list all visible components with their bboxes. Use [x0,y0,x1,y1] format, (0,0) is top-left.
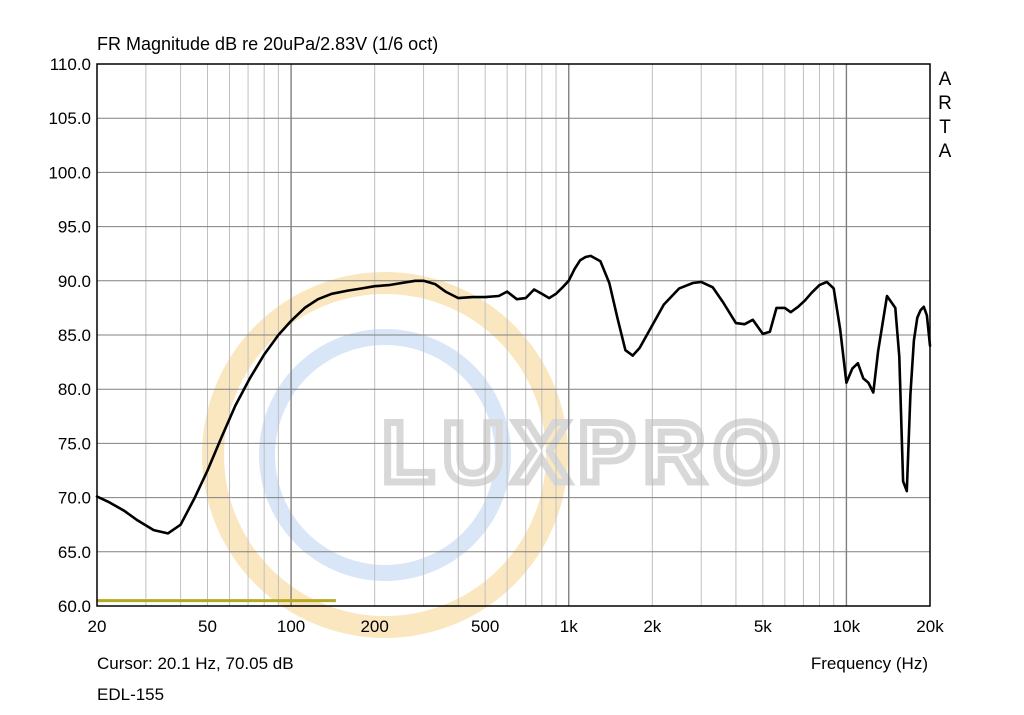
x-tick-label: 500 [471,617,499,636]
cursor-readout: Cursor: 20.1 Hz, 70.05 dB [97,654,294,673]
watermark-ring-inner [259,329,511,581]
y-tick-label: 80.0 [58,380,91,399]
x-tick-label: 50 [198,617,217,636]
y-tick-label: 95.0 [58,218,91,237]
tick-labels: 60.0 65.0 70.0 75.0 80.0 85.0 90.0 95.0 100.0 105… [48,55,944,636]
series-line-0 [95,254,932,535]
brand-vertical-label: A R T A [936,68,954,164]
y-tick-label: 75.0 [58,434,91,453]
x-axis-label: Frequency (Hz) [810,654,928,673]
y-tick-label: 90.0 [58,272,91,291]
x-tick-label: 10k [833,617,861,636]
x-tick-label: 200 [360,617,388,636]
x-tick-label: 5k [754,617,772,636]
watermark-text: LUXPRO [382,405,788,501]
plot-border [96,63,931,607]
series-curves [95,254,932,535]
brand-letter: T [939,117,951,138]
x-tick-label: 100 [277,617,305,636]
x-tick-label: 20k [916,617,944,636]
chart-title: FR Magnitude dB re 20uPa/2.83V (1/6 oct) [97,34,439,54]
y-tick-label: 60.0 [58,597,91,616]
watermark-logo: LUXPRO [202,272,788,638]
y-tick-label: 85.0 [58,326,91,345]
plot-frame [96,63,931,607]
brand-letter: A [938,69,952,90]
y-tick-label: 65.0 [58,543,91,562]
x-tick-label: 20 [88,617,107,636]
y-tick-label: 105.0 [48,109,91,128]
y-tick-label: 110.0 [50,55,91,74]
brand-letter: A [938,141,952,162]
model-label: EDL-155 [97,685,165,704]
brand-letter: R [938,93,952,114]
x-tick-label: 1k [560,617,578,636]
y-tick-label: 70.0 [58,489,91,508]
y-tick-label: 100.0 [48,163,91,182]
x-tick-label: 2k [643,617,661,636]
